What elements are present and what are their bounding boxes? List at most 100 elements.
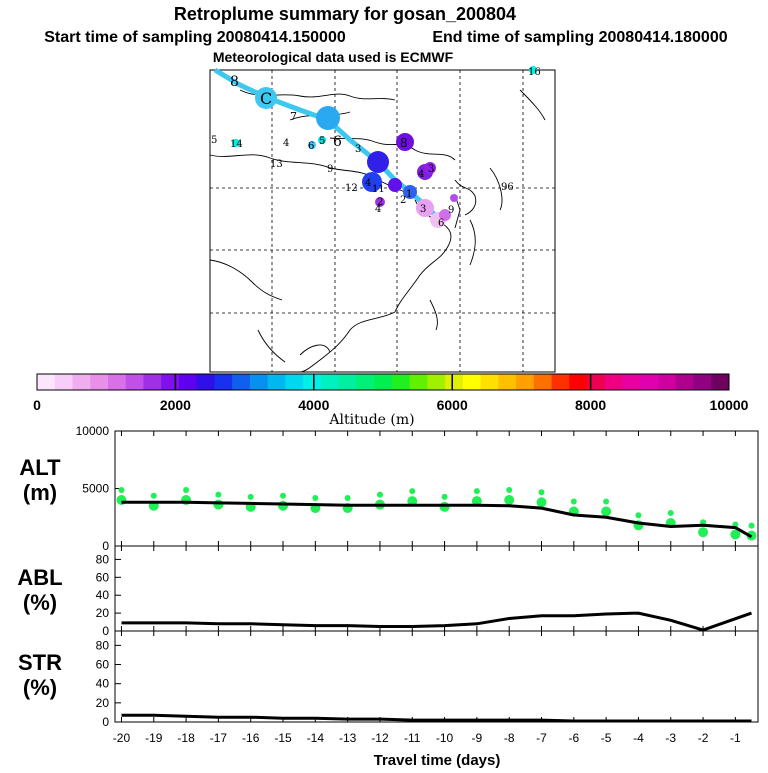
alt-scatter-point <box>504 495 515 505</box>
x-tick-labels: -20 -19 -18 -17 -16 -15 -14 -13 -12 -11 -10 -9 -8 -7 -… <box>113 731 741 745</box>
map-number: 3 <box>420 204 426 215</box>
str-panel: STR (%) 0 20 40 60 80 <box>18 630 759 729</box>
str-yticks: 0 20 40 60 80 <box>96 638 121 729</box>
alt-scatter-point <box>700 519 707 526</box>
map-number: 5 <box>319 136 325 147</box>
x-tick-label: -10 <box>436 731 454 745</box>
alt-scatter-point <box>698 527 709 538</box>
alt-scatter-point <box>570 498 577 505</box>
colorbar-cell <box>196 374 215 390</box>
colorbar-cell <box>516 374 535 390</box>
colorbar-frame <box>36 373 730 391</box>
x-tick-label: -4 <box>633 731 644 745</box>
str-ytick-label: 80 <box>96 638 110 652</box>
map-number: 3 <box>355 144 361 155</box>
x-tick-label: -1 <box>730 731 741 745</box>
colorbar-cell <box>285 374 304 390</box>
abl-xticks <box>120 546 736 631</box>
colorbar-cell <box>143 374 162 390</box>
colorbar-tick-label: 2000 <box>160 397 191 413</box>
colorbar-label: Altitude (m) <box>328 412 414 428</box>
x-tick-label: -7 <box>536 731 547 745</box>
abl-ytick-label: 60 <box>96 570 110 584</box>
map-number: 1 <box>406 189 412 200</box>
alt-scatter-point <box>213 499 224 510</box>
x-tick-label: -9 <box>472 731 483 745</box>
colorbar-ticks: 0 2000 4000 6000 8000 10000 <box>33 374 749 413</box>
colorbar-cell <box>675 374 695 390</box>
str-ytick-label: 0 <box>102 715 109 729</box>
colorbar-cell <box>587 374 606 390</box>
colorbar-cell <box>693 374 712 390</box>
x-tick-label: -12 <box>371 731 389 745</box>
colorbar-cell <box>72 374 91 390</box>
abl-yunit: (%) <box>23 590 57 615</box>
colorbar-cell <box>533 374 553 390</box>
map-number: 6 <box>438 218 444 229</box>
x-tick-label: -16 <box>242 731 260 745</box>
alt-xticks <box>120 431 736 546</box>
met-data: Meteorological data used is ECMWF <box>213 49 454 65</box>
x-tick-label: -13 <box>339 731 357 745</box>
alt-scatter-point <box>278 500 289 511</box>
alt-scatter-point <box>730 529 741 540</box>
colorbar-cell <box>54 374 73 390</box>
alt-scatter-point <box>407 496 418 507</box>
alt-scatter-point <box>118 487 125 493</box>
map-number: 6 <box>333 134 342 150</box>
x-tick-label: -6 <box>568 731 579 745</box>
alt-series-line <box>121 500 753 539</box>
alt-scatter-point <box>538 489 545 496</box>
map-label: C <box>260 89 272 108</box>
map-number: 2 <box>400 195 406 206</box>
x-tick-label: -18 <box>177 731 195 745</box>
map-number: 96 <box>501 182 514 193</box>
map-number: 9 <box>327 164 333 175</box>
colorbar-cell <box>551 374 570 390</box>
alt-scatter-point <box>344 495 351 502</box>
alt-panel: ALT (m) 0 5000 10000 <box>19 424 759 553</box>
alt-scatter-point <box>635 512 642 519</box>
colorbar-cell <box>658 374 677 390</box>
alt-scatter-point <box>376 491 383 498</box>
alt-ytick-label: 0 <box>102 539 109 553</box>
str-ytick-label: 20 <box>96 696 110 710</box>
alt-scatter-point <box>150 492 157 499</box>
map-number: 13 <box>270 159 283 170</box>
abl-ytick-label: 80 <box>96 552 110 566</box>
map-frame <box>209 69 556 373</box>
colorbar-cell <box>161 374 180 390</box>
x-tick-label: -11 <box>404 731 421 745</box>
alt-frame <box>114 430 759 547</box>
map-number: 6 <box>308 141 314 152</box>
colorbar-cell <box>37 374 56 390</box>
colorbar-cell <box>711 374 730 390</box>
alt-yticks: 0 5000 10000 <box>76 424 121 553</box>
alt-scatter-point <box>603 498 610 505</box>
map-number: 4 <box>283 138 289 149</box>
colorbar-cell <box>232 374 251 390</box>
colorbar-cells <box>37 374 730 390</box>
colorbar-cell <box>480 374 499 390</box>
map-number: 14 <box>230 139 243 150</box>
abl-series-line <box>121 611 752 632</box>
map-number: 12 <box>345 183 358 194</box>
colorbar-tick-label: 4000 <box>298 397 329 413</box>
colorbar-cell <box>622 374 641 390</box>
alt-scatter-point <box>748 522 755 529</box>
abl-panel: ABL (%) 0 20 40 60 80 <box>17 545 759 638</box>
x-tick-label: -5 <box>601 731 612 745</box>
colorbar-cell <box>338 374 357 390</box>
map-number: 4 <box>375 204 381 215</box>
map-number: 8 <box>400 136 408 150</box>
alt-scatter-point <box>473 488 480 495</box>
x-tick-label: -14 <box>307 731 325 745</box>
x-tick-label: -15 <box>274 731 292 745</box>
alt-yunit: (m) <box>23 480 57 505</box>
alt-scatter-point <box>215 491 222 498</box>
colorbar-cell <box>320 374 340 390</box>
alt-scatter-point <box>667 510 674 516</box>
alt-scatter <box>116 487 757 541</box>
abl-ylabel: ABL <box>17 565 62 590</box>
